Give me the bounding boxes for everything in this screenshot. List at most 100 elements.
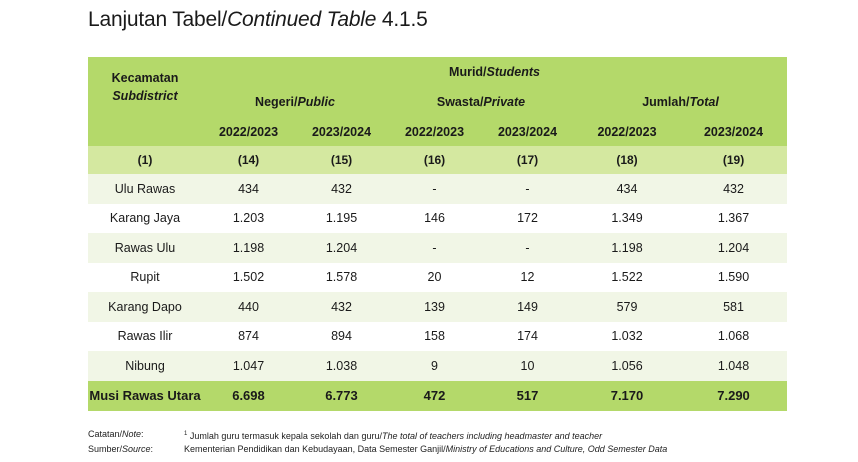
header-year: 2023/2024	[481, 117, 574, 146]
source-label: Sumber/Source:	[88, 443, 184, 456]
title-number: 4.1.5	[376, 8, 428, 31]
note-label-italic: Note	[122, 429, 142, 439]
total-cell: 472	[388, 380, 481, 411]
table-cell: 1.204	[680, 233, 788, 263]
column-number: (18)	[574, 146, 680, 174]
table-row: Karang Dapo 440 432 139 149 579 581	[88, 292, 788, 322]
table-cell: 10	[481, 351, 574, 381]
table-cell: 1.068	[680, 321, 788, 351]
header-year: 2022/2023	[574, 117, 680, 146]
header-kecamatan: Kecamatan Subdistrict	[88, 57, 202, 117]
header-murid-label: Murid/	[449, 65, 487, 79]
source-body-italic: Ministry of Educations and Culture, Odd …	[445, 444, 668, 454]
column-number: (1)	[88, 146, 202, 174]
table-cell: 1.048	[680, 351, 788, 381]
header-total-label: Total	[689, 95, 719, 109]
header-swasta-label: Swasta/	[436, 95, 484, 109]
table-cell: 1.502	[202, 262, 295, 292]
source-label-colon: :	[150, 444, 154, 454]
table-cell: 1.204	[295, 233, 388, 263]
title-prefix: Lanjutan Tabel/	[88, 8, 228, 31]
table-cell: 1.056	[574, 351, 680, 381]
table-cell: 1.038	[295, 351, 388, 381]
table-cell: -	[481, 233, 574, 263]
table-cell: 12	[481, 262, 574, 292]
header-murid: Murid/Students	[202, 57, 788, 87]
table-cell: 9	[388, 351, 481, 381]
table-cell: 581	[680, 292, 788, 322]
table-row: Ulu Rawas 434 432 - - 434 432	[88, 174, 788, 204]
table-cell: 894	[295, 321, 388, 351]
table-row: Rawas Ilir 874 894 158 174 1.032 1.068	[88, 321, 788, 351]
table-notes: Catatan/Note: 1 Jumlah guru termasuk kep…	[88, 428, 667, 456]
table-cell: 1.032	[574, 321, 680, 351]
table-cell: 432	[295, 174, 388, 204]
source-label-text: Sumber/	[88, 444, 123, 454]
header-year: 2022/2023	[202, 117, 295, 146]
header-swasta: Swasta/Private	[388, 87, 574, 117]
table-cell: 1.198	[202, 233, 295, 263]
total-row: Musi Rawas Utara 6.698 6.773 472 517 7.1…	[88, 380, 788, 411]
column-number: (14)	[202, 146, 295, 174]
table-cell: 1.522	[574, 262, 680, 292]
source-text: Kementerian Pendidikan dan Kebudayaan, D…	[184, 443, 667, 456]
table-cell: 1.349	[574, 203, 680, 233]
column-number: (19)	[680, 146, 788, 174]
table-row: Rawas Ulu 1.198 1.204 - - 1.198 1.204	[88, 233, 788, 263]
source-row: Sumber/Source: Kementerian Pendidikan da…	[88, 443, 667, 456]
table-cell: 149	[481, 292, 574, 322]
total-cell: 6.698	[202, 380, 295, 411]
table-cell: -	[481, 174, 574, 204]
note-label-text: Catatan/	[88, 429, 123, 439]
subdistrict-name: Nibung	[88, 351, 202, 381]
table-cell: 146	[388, 203, 481, 233]
header-private-label: Private	[483, 95, 526, 109]
subdistrict-name: Karang Dapo	[88, 292, 202, 322]
header-kecamatan-label: Kecamatan	[111, 71, 179, 85]
header-negeri: Negeri/Public	[202, 87, 388, 117]
table-row: Nibung 1.047 1.038 9 10 1.056 1.048	[88, 351, 788, 381]
table-cell: -	[388, 174, 481, 204]
table-cell: 432	[295, 292, 388, 322]
header-students-label: Students	[486, 65, 541, 79]
note-label: Catatan/Note:	[88, 428, 184, 443]
table-cell: 174	[481, 321, 574, 351]
header-year: 2022/2023	[388, 117, 481, 146]
table-cell: 1.578	[295, 262, 388, 292]
student-table: Kecamatan Subdistrict Murid/Students Neg…	[88, 57, 788, 411]
total-label: Musi Rawas Utara	[88, 380, 202, 411]
table-cell: -	[388, 233, 481, 263]
total-cell: 7.290	[680, 380, 788, 411]
header-subdistrict-label: Subdistrict	[112, 89, 178, 103]
header-public-label: Public	[297, 95, 335, 109]
table-cell: 440	[202, 292, 295, 322]
table-cell: 874	[202, 321, 295, 351]
title-italic: Continued Table	[227, 8, 377, 31]
header-negeri-label: Negeri/	[255, 95, 298, 109]
table-cell: 579	[574, 292, 680, 322]
header-jumlah-label: Jumlah/	[642, 95, 690, 109]
note-body-italic: The total of teachers including headmast…	[381, 431, 603, 441]
subdistrict-name: Rawas Ilir	[88, 321, 202, 351]
note-row: Catatan/Note: 1 Jumlah guru termasuk kep…	[88, 428, 667, 443]
total-cell: 517	[481, 380, 574, 411]
table-cell: 432	[680, 174, 788, 204]
note-superscript: 1	[184, 431, 188, 437]
table-cell: 20	[388, 262, 481, 292]
table-cell: 158	[388, 321, 481, 351]
total-cell: 7.170	[574, 380, 680, 411]
subdistrict-name: Ulu Rawas	[88, 174, 202, 204]
table-cell: 1.195	[295, 203, 388, 233]
table-cell: 1.590	[680, 262, 788, 292]
subdistrict-name: Rawas Ulu	[88, 233, 202, 263]
column-number: (16)	[388, 146, 481, 174]
header-year: 2023/2024	[680, 117, 788, 146]
table-cell: 434	[202, 174, 295, 204]
source-body: Kementerian Pendidikan dan Kebudayaan, D…	[184, 444, 446, 454]
source-label-italic: Source	[122, 444, 151, 454]
table-cell: 1.198	[574, 233, 680, 263]
note-text: 1 Jumlah guru termasuk kepala sekolah da…	[184, 428, 602, 443]
subdistrict-name: Karang Jaya	[88, 203, 202, 233]
table-row: Karang Jaya 1.203 1.195 146 172 1.349 1.…	[88, 203, 788, 233]
header-year: 2023/2024	[295, 117, 388, 146]
